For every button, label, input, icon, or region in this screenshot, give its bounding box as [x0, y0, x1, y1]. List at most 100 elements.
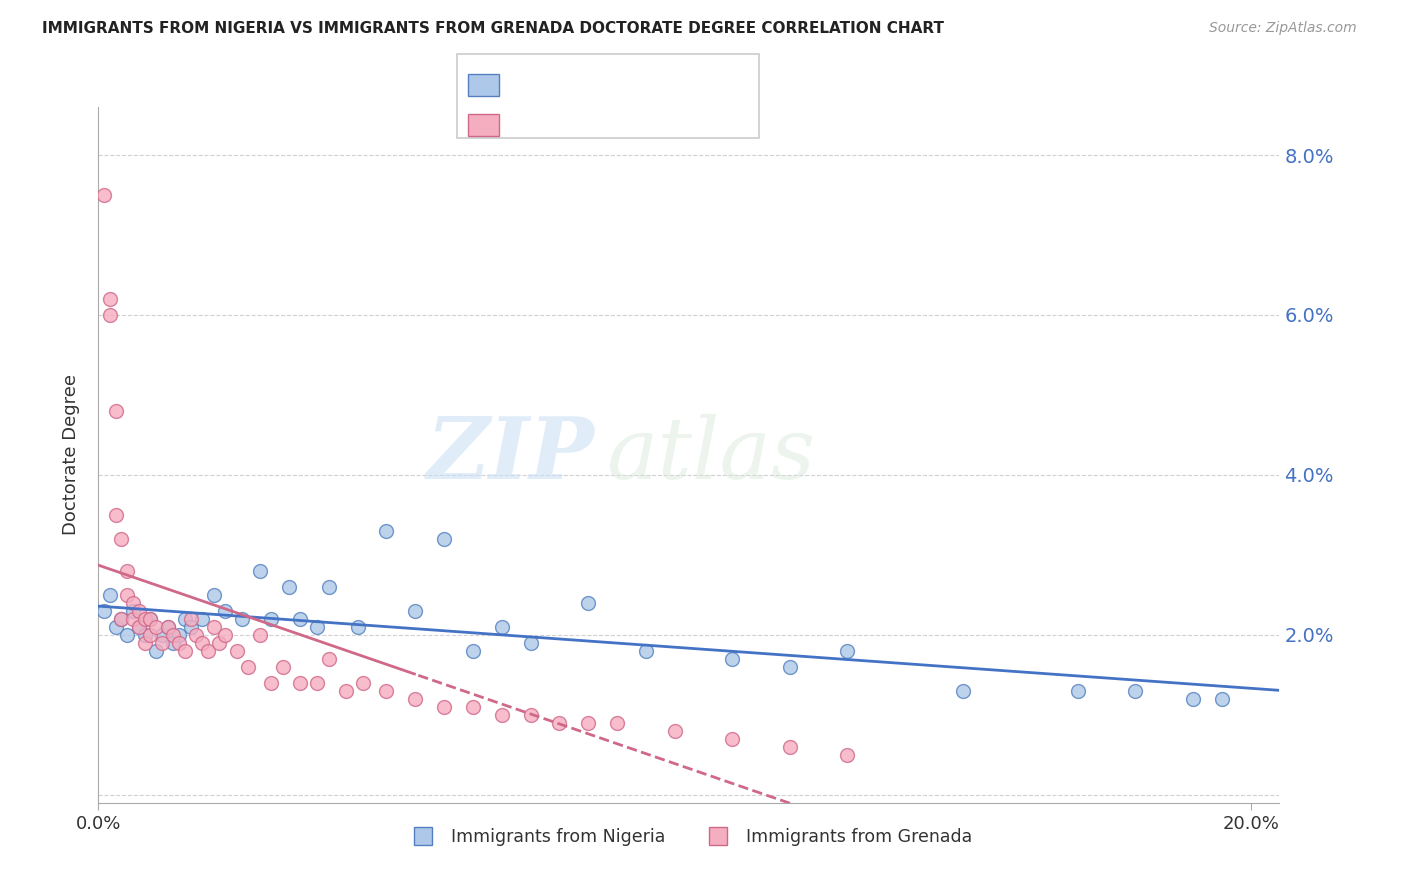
Point [134, 628, 156, 642]
Point [318, 652, 340, 666]
Point [162, 636, 184, 650]
Text: IMMIGRANTS FROM NIGERIA VS IMMIGRANTS FROM GRENADA DOCTORATE DEGREE CORRELATION : IMMIGRANTS FROM NIGERIA VS IMMIGRANTS FR… [42, 21, 945, 37]
Point [288, 676, 311, 690]
Point [104, 508, 127, 522]
Point [1067, 683, 1090, 698]
Point [115, 564, 138, 578]
Point [139, 628, 162, 642]
Point [277, 580, 299, 594]
Point [491, 620, 513, 634]
Point [98, 308, 121, 322]
Point [110, 612, 132, 626]
Point [260, 676, 283, 690]
Point [202, 620, 225, 634]
Point [721, 652, 744, 666]
Point [173, 612, 195, 626]
Point [519, 707, 541, 722]
Point [352, 676, 374, 690]
Point [145, 620, 167, 634]
Point [110, 532, 132, 546]
Point [519, 636, 541, 650]
Point [779, 739, 801, 754]
Point [202, 588, 225, 602]
Point [307, 676, 329, 690]
Text: atlas: atlas [606, 414, 815, 496]
Text: -0.121: -0.121 [550, 117, 609, 135]
Point [162, 628, 184, 642]
Point [167, 628, 190, 642]
Text: ZIP: ZIP [426, 413, 595, 497]
Point [404, 604, 426, 618]
Point [779, 660, 801, 674]
Point [576, 715, 599, 730]
Point [461, 644, 484, 658]
Point [214, 604, 236, 618]
Point [1125, 683, 1147, 698]
Point [191, 612, 214, 626]
Point [271, 660, 294, 674]
Point [110, 612, 132, 626]
Point [180, 612, 202, 626]
Point [156, 620, 179, 634]
Point [145, 644, 167, 658]
Text: 43: 43 [658, 77, 682, 95]
Point [191, 636, 214, 650]
Point [139, 612, 162, 626]
Point [837, 644, 859, 658]
Point [180, 620, 202, 634]
Text: 53: 53 [658, 117, 681, 135]
Point [461, 699, 484, 714]
Point [491, 707, 513, 722]
Legend: Immigrants from Nigeria, Immigrants from Grenada: Immigrants from Nigeria, Immigrants from… [399, 822, 979, 854]
Point [134, 636, 156, 650]
Point [288, 612, 311, 626]
Point [225, 644, 247, 658]
Text: -0.339: -0.339 [550, 77, 609, 95]
Point [335, 683, 357, 698]
Point [249, 628, 271, 642]
Point [186, 628, 208, 642]
Point [548, 715, 571, 730]
Point [721, 731, 744, 746]
Text: R =: R = [510, 77, 547, 95]
Y-axis label: Doctorate Degree: Doctorate Degree [62, 375, 80, 535]
Point [167, 636, 190, 650]
Point [664, 723, 686, 738]
Point [346, 620, 368, 634]
Point [98, 292, 121, 306]
Point [128, 620, 150, 634]
Text: Source: ZipAtlas.com: Source: ZipAtlas.com [1209, 21, 1357, 36]
Point [318, 580, 340, 594]
Point [122, 596, 145, 610]
Point [837, 747, 859, 762]
Point [249, 564, 271, 578]
Point [404, 691, 426, 706]
Point [214, 628, 236, 642]
Point [375, 683, 398, 698]
Point [634, 644, 657, 658]
Point [128, 620, 150, 634]
Point [115, 588, 138, 602]
Point [93, 604, 115, 618]
Point [1211, 691, 1233, 706]
Point [173, 644, 195, 658]
Point [197, 644, 219, 658]
Point [606, 715, 628, 730]
Point [952, 683, 974, 698]
Point [104, 404, 127, 418]
Point [128, 604, 150, 618]
Point [231, 612, 253, 626]
Point [576, 596, 599, 610]
Point [375, 524, 398, 538]
Point [93, 188, 115, 202]
Point [134, 612, 156, 626]
Point [307, 620, 329, 634]
Point [433, 699, 456, 714]
Point [238, 660, 260, 674]
Point [150, 636, 173, 650]
Text: N =: N = [616, 77, 664, 95]
Point [122, 612, 145, 626]
Point [156, 620, 179, 634]
Point [150, 628, 173, 642]
Point [208, 636, 231, 650]
